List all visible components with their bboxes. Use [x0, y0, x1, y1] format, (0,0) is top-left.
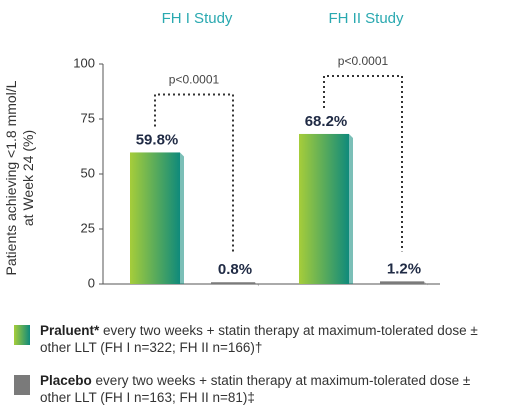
y-tick-label: 50 [81, 165, 95, 180]
significance-bracket [323, 74, 403, 252]
annotation: p<0.0001 [169, 73, 220, 87]
significance-bracket [154, 93, 234, 253]
chart: Patients achieving <1.8 mmol/Lat Week 24… [3, 10, 440, 290]
legend-text: every two weeks + statin therapy at maxi… [40, 323, 478, 355]
value-label: 68.2% [305, 113, 348, 130]
y-axis-label: Patients achieving <1.8 mmol/Lat Week 24… [3, 80, 36, 275]
bar-side [349, 133, 353, 284]
y-tick-label: 25 [81, 220, 95, 235]
bar [130, 152, 180, 284]
legend-name: Praluent* [40, 323, 100, 338]
x-category-label: FH I Study [162, 10, 233, 27]
value-label: 59.8% [136, 131, 179, 148]
bar [211, 282, 255, 284]
value-label: 0.8% [218, 261, 252, 278]
y-axis-label-line: Patients achieving <1.8 mmol/L [3, 80, 19, 275]
legend-item: Praluent* every two weeks + statin thera… [14, 322, 504, 356]
bar-side [180, 152, 184, 284]
annotation: p<0.0001 [338, 54, 389, 68]
y-tick-label: 100 [73, 55, 95, 70]
legend-swatch [14, 325, 30, 345]
bar-side [424, 281, 428, 286]
value-label: 1.2% [387, 260, 421, 277]
legend-name: Placebo [40, 373, 92, 388]
bar-side [255, 282, 259, 287]
legend-text: every two weeks + statin therapy at maxi… [40, 373, 471, 405]
bar [299, 133, 349, 284]
y-tick-label: 0 [88, 275, 95, 290]
legend-swatch [14, 375, 30, 395]
bar [380, 281, 424, 284]
y-tick-label: 75 [81, 110, 95, 125]
x-category-label: FH II Study [328, 10, 404, 27]
legend-item: Placebo every two weeks + statin therapy… [14, 372, 504, 406]
y-axis-label-line: at Week 24 (%) [20, 130, 36, 226]
